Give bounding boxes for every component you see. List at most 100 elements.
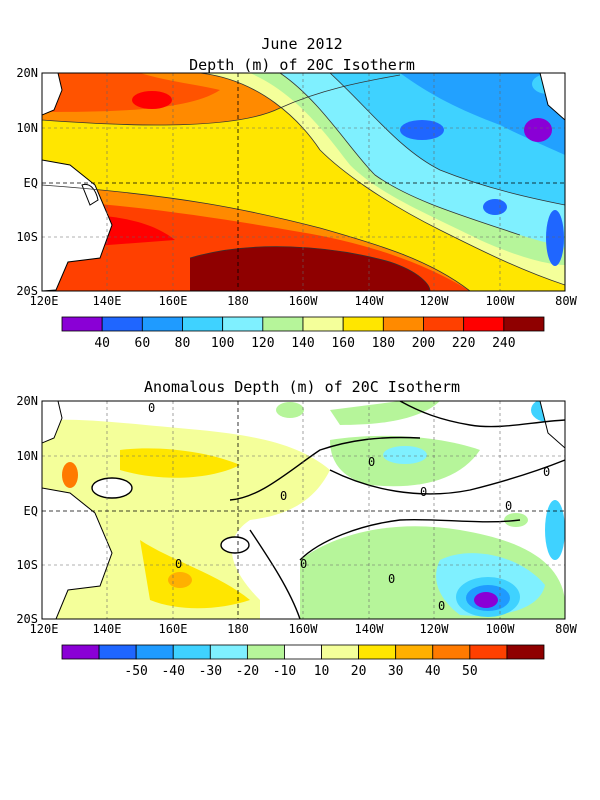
x-tick-180: 180 <box>227 294 249 308</box>
anomaly-map-frame <box>41 400 566 620</box>
x-tick-80w: 80W <box>555 294 577 308</box>
depth-map-x-axis: 120E 140E 160E 180 160W 140W 120W 100W 8… <box>30 294 578 308</box>
colorbar-swatch <box>284 644 322 660</box>
colorbar-swatch <box>423 316 465 332</box>
colorbar-swatch <box>222 316 264 332</box>
colorbar-label: 220 <box>452 336 475 351</box>
colorbar-swatch <box>503 316 545 332</box>
x-tick-120e: 120E <box>30 622 59 636</box>
colorbar-label: 40 <box>425 664 441 679</box>
x-tick-80w: 80W <box>555 622 577 636</box>
y-tick-eq: EQ <box>24 504 38 518</box>
colorbar-label: -30 <box>199 664 222 679</box>
colorbar-swatch <box>209 644 248 660</box>
contour-label: 0 <box>543 465 550 479</box>
y-tick-20n: 20N <box>16 394 38 408</box>
colorbar-label: 80 <box>175 336 191 351</box>
colorbar-label: -40 <box>161 664 184 679</box>
x-tick-120e: 120E <box>30 294 59 308</box>
depth-colorbar <box>61 316 545 332</box>
anomaly-colorbar <box>61 644 545 660</box>
colorbar-label: 40 <box>94 336 110 351</box>
x-tick-160w: 160W <box>289 294 319 308</box>
contour-label: 0 <box>300 557 307 571</box>
x-tick-140e: 140E <box>93 294 122 308</box>
anomaly-map-y-axis: 20N 10N EQ 10S 20S <box>16 394 38 626</box>
colorbar-swatch <box>98 644 137 660</box>
y-tick-10s: 10S <box>16 230 38 244</box>
panel-title-anomaly: Anomalous Depth (m) of 20C Isotherm <box>144 378 460 396</box>
x-tick-160e: 160E <box>159 294 188 308</box>
colorbar-label: -50 <box>124 664 147 679</box>
colorbar-label: 180 <box>372 336 395 351</box>
y-tick-10n: 10N <box>16 121 38 135</box>
colorbar-swatch <box>321 644 360 660</box>
x-tick-180: 180 <box>227 622 249 636</box>
x-tick-140w: 140W <box>355 622 385 636</box>
y-tick-10n: 10N <box>16 449 38 463</box>
colorbar-label: -20 <box>236 664 259 679</box>
colorbar-swatch <box>342 316 384 332</box>
colorbar-label: -10 <box>273 664 296 679</box>
colorbar-swatch <box>432 644 471 660</box>
colorbar-label: 100 <box>211 336 234 351</box>
colorbar-swatch <box>172 644 211 660</box>
x-tick-140w: 140W <box>355 294 385 308</box>
colorbar-swatch <box>61 644 100 660</box>
contour-label: 0 <box>175 557 182 571</box>
contour-label: 0 <box>148 401 155 415</box>
colorbar-label: 20 <box>351 664 367 679</box>
colorbar-label: 240 <box>492 336 515 351</box>
contour-label: 0 <box>420 485 427 499</box>
contour-label: 0 <box>280 489 287 503</box>
colorbar-label: 140 <box>291 336 314 351</box>
colorbar-label: 60 <box>135 336 151 351</box>
x-tick-120w: 120W <box>420 622 450 636</box>
depth-map-frame <box>41 72 566 292</box>
anomaly-map-field: 0 0 0 0 0 0 0 0 0 0 <box>42 401 565 619</box>
x-tick-160e: 160E <box>159 622 188 636</box>
colorbar-swatch <box>395 644 434 660</box>
depth-map-field <box>42 73 565 291</box>
y-tick-20n: 20N <box>16 66 38 80</box>
x-tick-140e: 140E <box>93 622 122 636</box>
contour-label: 0 <box>388 572 395 586</box>
contour-label: 0 <box>368 455 375 469</box>
contour-label: 0 <box>438 599 445 613</box>
y-tick-10s: 10S <box>16 558 38 572</box>
anomaly-zero-contour-labels: 0 0 0 0 0 0 0 0 0 0 <box>148 401 550 613</box>
y-tick-20s: 20S <box>16 612 38 626</box>
panel-title-depth: Depth (m) of 20C Isotherm <box>189 56 415 74</box>
colorbar-swatch <box>61 316 103 332</box>
depth-colorbar-labels: 40 60 80 100 120 140 160 180 200 220 240 <box>94 336 515 351</box>
anomaly-map-x-axis: 120E 140E 160E 180 160W 140W 120W 100W 8… <box>30 622 578 636</box>
colorbar-swatch <box>302 316 344 332</box>
colorbar-label: 200 <box>412 336 435 351</box>
anomaly-colorbar-labels: -50 -40 -30 -20 -10 10 20 30 40 50 <box>124 664 477 679</box>
y-tick-20s: 20S <box>16 284 38 298</box>
depth-map-y-axis: 20N 10N EQ 10S 20S <box>16 66 38 298</box>
x-tick-160w: 160W <box>289 622 319 636</box>
colorbar-swatch <box>182 316 224 332</box>
colorbar-swatch <box>101 316 143 332</box>
colorbar-label: 10 <box>314 664 330 679</box>
colorbar-swatch <box>469 644 508 660</box>
colorbar-label: 50 <box>462 664 478 679</box>
colorbar-swatch <box>506 644 545 660</box>
colorbar-label: 30 <box>388 664 404 679</box>
figure-title: June 2012 <box>261 35 342 53</box>
colorbar-swatch <box>141 316 183 332</box>
x-tick-120w: 120W <box>420 294 450 308</box>
colorbar-swatch <box>246 644 285 660</box>
colorbar-swatch <box>262 316 304 332</box>
colorbar-swatch <box>382 316 424 332</box>
colorbar-label: 120 <box>251 336 274 351</box>
colorbar-swatch <box>358 644 397 660</box>
contour-label: 0 <box>505 499 512 513</box>
y-tick-eq: EQ <box>24 176 38 190</box>
colorbar-label: 160 <box>331 336 354 351</box>
colorbar-swatch <box>463 316 505 332</box>
colorbar-swatch <box>135 644 174 660</box>
x-tick-100w: 100W <box>486 294 516 308</box>
